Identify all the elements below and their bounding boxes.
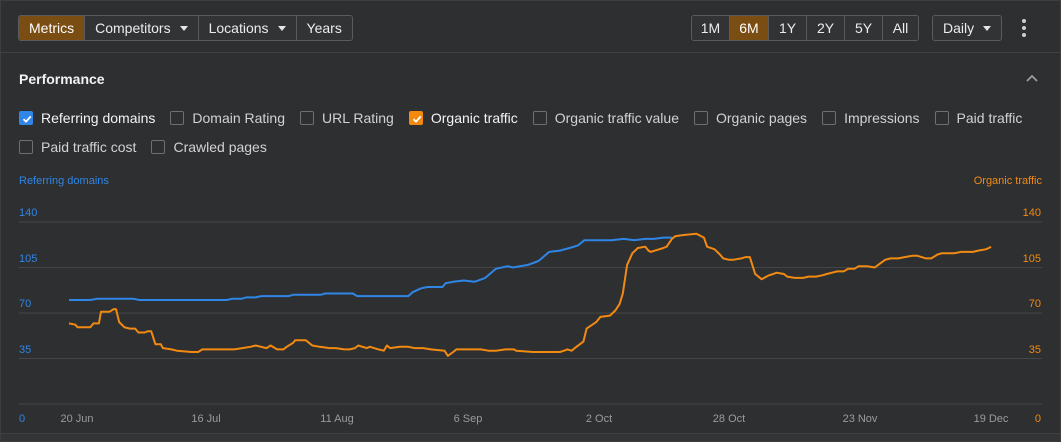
tab-locations[interactable]: Locations <box>198 16 297 40</box>
checkbox-label: Organic traffic value <box>554 110 679 126</box>
checkbox-box <box>532 111 547 125</box>
chevron-up-icon[interactable] <box>1026 73 1038 83</box>
tab-label: Years <box>306 20 342 36</box>
checkbox-box <box>934 111 949 125</box>
checkbox-domain-rating[interactable]: Domain Rating <box>170 110 285 126</box>
chevron-down-icon <box>277 25 286 31</box>
checkbox-paid-traffic[interactable]: Paid traffic <box>934 110 1023 126</box>
checkbox-box <box>151 140 166 154</box>
x-tick-label: 20 Jun <box>60 413 94 425</box>
left-tick-label: 0 <box>19 413 26 425</box>
left-tick-label: 70 <box>19 298 32 310</box>
checkbox-url-rating[interactable]: URL Rating <box>300 110 394 126</box>
range-all[interactable]: All <box>883 16 918 40</box>
metric-checkbox-row: Referring domains Domain Rating URL Rating… <box>19 110 1037 126</box>
panel-footer <box>1 433 1060 441</box>
checkbox-crawled-pages[interactable]: Crawled pages <box>151 139 267 155</box>
interval-dropdown[interactable]: Daily <box>932 15 1003 41</box>
interval-label: Daily <box>943 20 975 36</box>
right-tick-label: 70 <box>1028 298 1041 310</box>
checkbox-label: Paid traffic <box>956 110 1023 126</box>
tab-label: Metrics <box>29 20 75 36</box>
chevron-down-icon <box>983 25 992 31</box>
range-6m[interactable]: 6M <box>730 16 769 40</box>
range-tab-group: 1M 6M 1Y 2Y 5Y All <box>691 15 919 41</box>
series-line-organic-traffic <box>68 232 992 357</box>
checkbox-box <box>694 111 708 125</box>
section-title: Performance <box>19 71 105 87</box>
checkmark-icon <box>19 111 33 125</box>
checkbox-impressions[interactable]: Impressions <box>822 110 920 126</box>
checkbox-organic-traffic[interactable]: Organic traffic <box>408 110 518 126</box>
right-tick-label: 105 <box>1022 252 1041 265</box>
checkbox-paid-traffic-cost[interactable]: Paid traffic cost <box>19 139 136 155</box>
view-tab-group: Metrics Competitors Locations Years <box>18 15 353 41</box>
left-tick-label: 105 <box>19 252 38 265</box>
x-tick-label: 6 Sep <box>453 413 483 425</box>
left-tick-label: 140 <box>19 207 38 219</box>
checkbox-box <box>19 140 33 154</box>
range-1y[interactable]: 1Y <box>769 16 807 40</box>
x-tick-label: 16 Jul <box>191 413 221 425</box>
right-tick-label: 140 <box>1022 207 1041 219</box>
tab-metrics[interactable]: Metrics <box>19 16 86 40</box>
x-tick-label: 2 Oct <box>585 413 613 425</box>
left-axis-title: Referring domains <box>19 175 109 187</box>
tab-label: Competitors <box>95 20 171 36</box>
tab-years[interactable]: Years <box>296 16 352 40</box>
right-tick-label: 35 <box>1028 343 1041 356</box>
checkbox-label: Organic traffic <box>430 110 518 126</box>
checkbox-label: Paid traffic cost <box>41 139 137 155</box>
tab-competitors[interactable]: Competitors <box>85 16 199 40</box>
checkbox-box <box>170 111 185 125</box>
left-tick-label: 35 <box>19 343 32 356</box>
right-axis-title: Organic traffic <box>973 175 1042 187</box>
checkbox-box <box>300 111 314 125</box>
checkbox-referring-domains[interactable]: Referring domains <box>19 110 155 126</box>
x-tick-label: 28 Oct <box>712 413 746 425</box>
chevron-down-icon <box>179 25 188 31</box>
chart-toolbar: Metrics Competitors Locations Years 1M 6M 1Y 2… <box>1 1 1060 53</box>
checkbox-label: Organic pages <box>716 110 808 126</box>
checkbox-organic-traffic-value[interactable]: Organic traffic value <box>532 110 679 126</box>
metric-checkbox-row: Paid traffic cost Crawled pages <box>19 139 282 155</box>
checkbox-box <box>822 111 837 125</box>
range-2y[interactable]: 2Y <box>807 16 845 40</box>
right-tick-label: 0 <box>1034 413 1041 425</box>
checkbox-label: URL Rating <box>322 110 394 126</box>
checkmark-icon <box>408 111 423 125</box>
checkbox-label: Referring domains <box>41 110 156 126</box>
checkbox-label: Impressions <box>844 110 920 126</box>
range-1m[interactable]: 1M <box>692 16 730 40</box>
x-tick-label: 19 Dec <box>973 413 1009 425</box>
x-tick-label: 23 Nov <box>842 413 878 425</box>
checkbox-organic-pages[interactable]: Organic pages <box>694 110 807 126</box>
range-5y[interactable]: 5Y <box>845 16 883 40</box>
series-line-referring-domains <box>69 236 672 301</box>
checkbox-label: Crawled pages <box>173 139 267 155</box>
x-tick-label: 11 Aug <box>320 413 354 425</box>
checkbox-label: Domain Rating <box>192 110 285 126</box>
more-options-icon[interactable] <box>1018 18 1030 38</box>
tab-label: Locations <box>208 20 269 36</box>
